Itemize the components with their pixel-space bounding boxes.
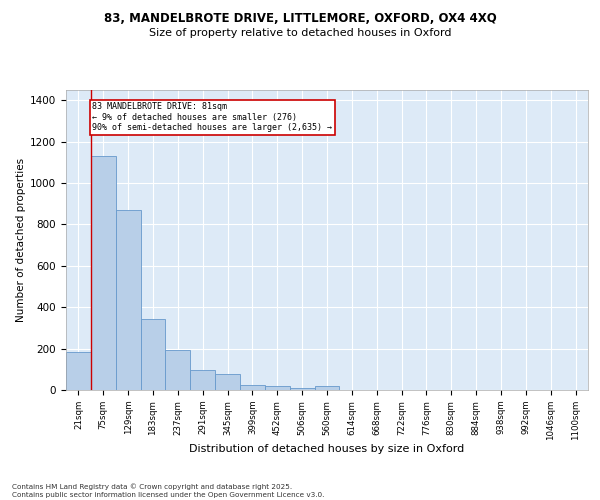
Bar: [240, 385, 265, 390]
Bar: [116, 210, 140, 390]
Bar: [314, 386, 340, 390]
Bar: [215, 374, 240, 390]
Bar: [290, 388, 314, 390]
Text: Size of property relative to detached houses in Oxford: Size of property relative to detached ho…: [149, 28, 451, 38]
Bar: [166, 350, 190, 390]
Bar: [265, 386, 290, 390]
Text: 83, MANDELBROTE DRIVE, LITTLEMORE, OXFORD, OX4 4XQ: 83, MANDELBROTE DRIVE, LITTLEMORE, OXFOR…: [104, 12, 496, 26]
X-axis label: Distribution of detached houses by size in Oxford: Distribution of detached houses by size …: [190, 444, 464, 454]
Bar: [91, 156, 116, 390]
Bar: [66, 352, 91, 390]
Text: 83 MANDELBROTE DRIVE: 81sqm
← 9% of detached houses are smaller (276)
90% of sem: 83 MANDELBROTE DRIVE: 81sqm ← 9% of deta…: [92, 102, 332, 132]
Text: Contains HM Land Registry data © Crown copyright and database right 2025.
Contai: Contains HM Land Registry data © Crown c…: [12, 484, 325, 498]
Bar: [190, 370, 215, 390]
Y-axis label: Number of detached properties: Number of detached properties: [16, 158, 26, 322]
Bar: [140, 318, 166, 390]
